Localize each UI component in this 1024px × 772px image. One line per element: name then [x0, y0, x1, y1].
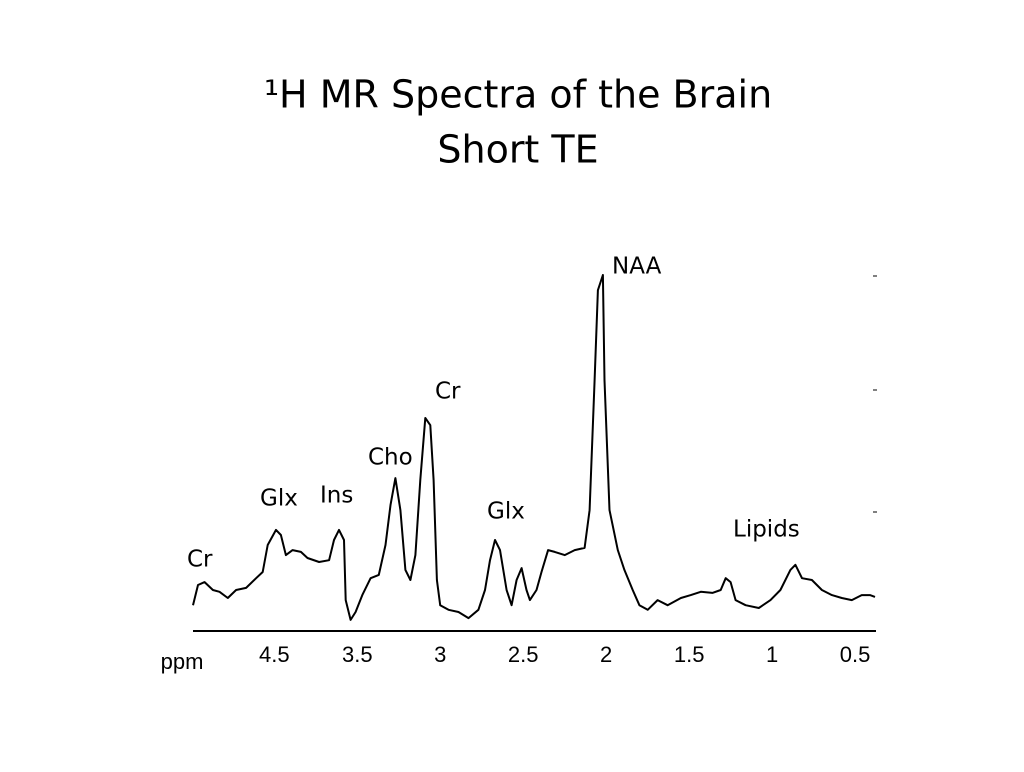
peak-label: Glx [260, 486, 298, 512]
peak-label: Ins [320, 483, 353, 509]
x-tick-label: 3 [434, 642, 446, 667]
x-tick-label: 0.5 [840, 642, 871, 667]
x-axis-label: ppm [161, 649, 204, 674]
chart-subtitle: Short TE [437, 128, 598, 172]
x-tick-label: 3.5 [342, 642, 373, 667]
x-tick-label: 2.5 [508, 642, 539, 667]
x-tick-label: 2 [600, 642, 612, 667]
peak-label: Glx [487, 499, 525, 525]
spectrum-line [192, 274, 876, 621]
peak-label: Cr [187, 547, 213, 573]
peak-label: Cr [435, 379, 461, 405]
x-tick-label: 1 [766, 642, 778, 667]
peak-label: Lipids [733, 517, 800, 543]
chart-title: ¹H MR Spectra of the Brain [264, 73, 772, 117]
x-tick-label: 1.5 [674, 642, 705, 667]
peak-label: NAA [612, 254, 662, 280]
x-tick-label: 4.5 [259, 642, 290, 667]
peak-label: Cho [368, 445, 413, 471]
